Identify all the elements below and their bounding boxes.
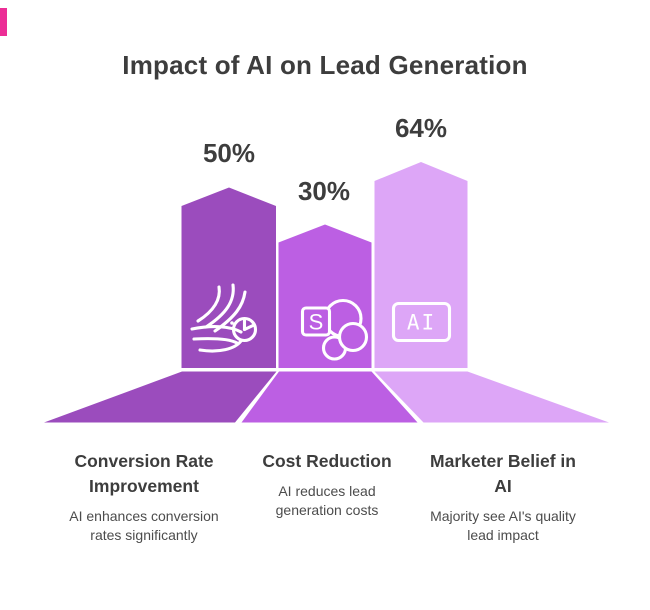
flow-dot [230, 321, 234, 325]
card-marketer-belief: Marketer Belief in AI Majority see AI's … [408, 449, 598, 545]
card-heading: Marketer Belief in AI [430, 451, 576, 496]
card-body: Majority see AI's quality lead impact [430, 508, 576, 543]
sharepoint-letter: S [309, 310, 324, 335]
card-heading: Conversion Rate Improvement [74, 451, 214, 496]
bar-marketer-belief [374, 162, 468, 368]
value-label-cost-reduction: 30% [297, 176, 351, 206]
value-label-conversion-rate: 50% [202, 138, 256, 168]
card-conversion-rate: Conversion Rate Improvement AI enhances … [49, 449, 239, 545]
accent-bar [0, 8, 7, 36]
floor-cost-reduction [241, 371, 418, 423]
sharepoint-icon: S [300, 298, 369, 361]
card-cost-reduction: Cost Reduction AI reduces lead generatio… [232, 449, 422, 520]
ai-badge-label: AI [407, 311, 436, 335]
card-body: AI reduces lead generation costs [275, 483, 379, 518]
card-heading: Cost Reduction [262, 451, 392, 471]
value-label-marketer-belief: 64% [394, 113, 448, 143]
conversion-flow-pie-icon [190, 283, 258, 353]
floor-conversion-rate [44, 371, 277, 423]
ai-badge-icon: AI [391, 301, 452, 343]
floor-marketer-belief [374, 371, 609, 423]
page-title: Impact of AI on Lead Generation [122, 50, 528, 80]
card-body: AI enhances conversion rates significant… [69, 508, 219, 543]
